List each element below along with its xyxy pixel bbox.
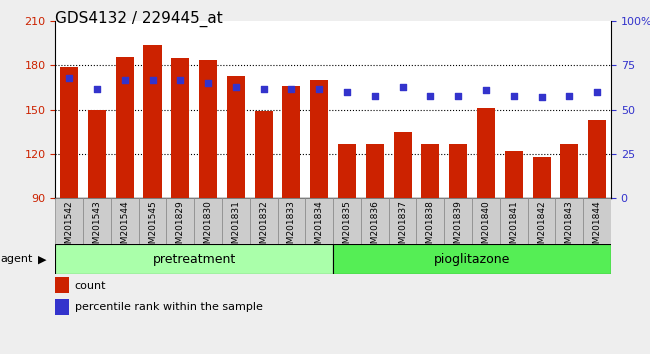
Bar [55, 298, 69, 315]
Bar [60, 67, 78, 198]
Text: ▶: ▶ [38, 254, 46, 264]
Bar [389, 198, 417, 244]
Text: GSM201844: GSM201844 [593, 200, 602, 255]
Point [259, 86, 269, 91]
Text: GSM201843: GSM201843 [565, 200, 574, 255]
Bar [310, 80, 328, 198]
Text: GSM201842: GSM201842 [537, 200, 546, 255]
Bar [560, 144, 578, 198]
Bar [55, 198, 83, 244]
Text: GSM201841: GSM201841 [509, 200, 518, 255]
Bar [138, 198, 166, 244]
Point [148, 77, 158, 82]
Bar [556, 198, 583, 244]
Bar [282, 86, 300, 198]
Text: GSM201829: GSM201829 [176, 200, 185, 255]
Text: GSM201545: GSM201545 [148, 200, 157, 255]
Bar [333, 198, 361, 244]
Point [342, 89, 352, 95]
Point [592, 89, 603, 95]
Bar [306, 198, 333, 244]
Text: GSM201834: GSM201834 [315, 200, 324, 255]
Bar [166, 198, 194, 244]
Point [203, 80, 213, 86]
Bar [116, 57, 134, 198]
Text: GSM201831: GSM201831 [231, 200, 240, 256]
Bar [111, 198, 138, 244]
Text: GSM201839: GSM201839 [454, 200, 463, 256]
Point [231, 84, 241, 90]
Point [120, 77, 130, 82]
Text: count: count [75, 281, 106, 291]
Bar [421, 144, 439, 198]
Text: agent: agent [1, 254, 33, 264]
Bar [55, 277, 69, 293]
Text: GSM201837: GSM201837 [398, 200, 407, 256]
Text: GSM201543: GSM201543 [92, 200, 101, 255]
Bar [171, 58, 189, 198]
Bar [144, 45, 162, 198]
Text: GSM201832: GSM201832 [259, 200, 268, 255]
Bar [194, 198, 222, 244]
Point [481, 87, 491, 93]
Bar [333, 244, 611, 274]
Bar [278, 198, 306, 244]
Bar [366, 144, 384, 198]
Bar [472, 198, 500, 244]
Bar [445, 198, 472, 244]
Text: percentile rank within the sample: percentile rank within the sample [75, 302, 263, 313]
Text: pioglitazone: pioglitazone [434, 253, 510, 266]
Point [92, 86, 102, 91]
Point [175, 77, 185, 82]
Text: GSM201544: GSM201544 [120, 200, 129, 255]
Bar [393, 132, 411, 198]
Bar [588, 120, 606, 198]
Point [453, 93, 463, 98]
Point [564, 93, 575, 98]
Bar [83, 198, 111, 244]
Point [286, 86, 296, 91]
Bar [55, 244, 333, 274]
Bar [583, 198, 611, 244]
Bar [222, 198, 250, 244]
Bar [500, 198, 528, 244]
Point [397, 84, 408, 90]
Bar [338, 144, 356, 198]
Bar [250, 198, 278, 244]
Point [536, 95, 547, 100]
Point [425, 93, 436, 98]
Text: GSM201542: GSM201542 [64, 200, 73, 255]
Point [314, 86, 324, 91]
Bar [88, 110, 106, 198]
Text: GSM201836: GSM201836 [370, 200, 380, 256]
Text: GSM201838: GSM201838 [426, 200, 435, 256]
Bar [449, 144, 467, 198]
Text: GSM201833: GSM201833 [287, 200, 296, 256]
Bar [255, 111, 273, 198]
Bar [504, 151, 523, 198]
Bar [532, 157, 551, 198]
Bar [528, 198, 556, 244]
Point [370, 93, 380, 98]
Text: GDS4132 / 229445_at: GDS4132 / 229445_at [55, 11, 223, 27]
Text: GSM201840: GSM201840 [482, 200, 491, 255]
Bar [477, 108, 495, 198]
Point [64, 75, 74, 81]
Bar [227, 76, 245, 198]
Text: GSM201830: GSM201830 [203, 200, 213, 256]
Bar [199, 59, 217, 198]
Point [508, 93, 519, 98]
Text: pretreatment: pretreatment [153, 253, 236, 266]
Text: GSM201835: GSM201835 [343, 200, 352, 256]
Bar [417, 198, 445, 244]
Bar [361, 198, 389, 244]
